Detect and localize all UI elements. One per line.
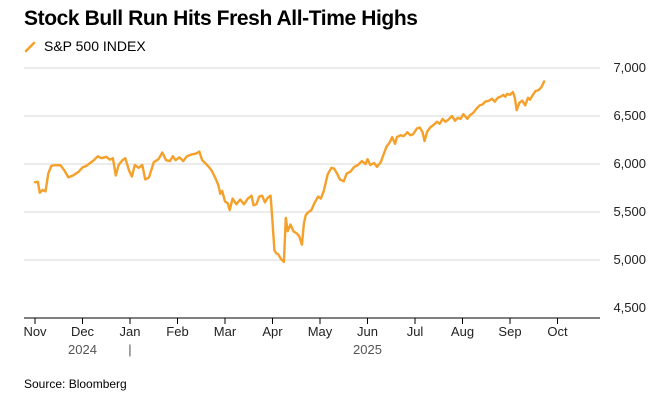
- year-label: |: [128, 342, 131, 357]
- year-label: 2024: [68, 342, 97, 357]
- source-note: Source: Bloomberg: [24, 377, 127, 391]
- series-line-sp500: [33, 80, 546, 264]
- y-tick-label: 5,500: [613, 204, 646, 219]
- chart-title: Stock Bull Run Hits Fresh All-Time Highs: [24, 7, 418, 30]
- y-tick-label: 7,000: [613, 60, 646, 75]
- x-tick-label: Nov: [23, 324, 47, 339]
- x-tick-label: Jan: [120, 324, 141, 339]
- x-tick-label: Aug: [451, 324, 474, 339]
- y-tick-label: 6,000: [613, 156, 646, 171]
- x-tick-label: Jul: [407, 324, 424, 339]
- x-tick-label: Mar: [214, 324, 237, 339]
- y-tick-label: 6,500: [613, 108, 646, 123]
- legend-line-icon: [24, 40, 36, 53]
- x-tick-label: Apr: [262, 324, 283, 339]
- y-tick-label: 4,500: [613, 300, 646, 315]
- chart-legend: S&P 500 INDEX: [24, 38, 146, 54]
- year-label: 2025: [353, 342, 382, 357]
- x-tick-label: Feb: [166, 324, 188, 339]
- y-tick-label: 5,000: [613, 252, 646, 267]
- x-tick-label: Jun: [357, 324, 378, 339]
- x-tick-label: Dec: [71, 324, 95, 339]
- x-tick-label: May: [308, 324, 333, 339]
- x-tick-label: Oct: [547, 324, 568, 339]
- legend-label: S&P 500 INDEX: [44, 38, 146, 54]
- x-tick-label: Sep: [498, 324, 521, 339]
